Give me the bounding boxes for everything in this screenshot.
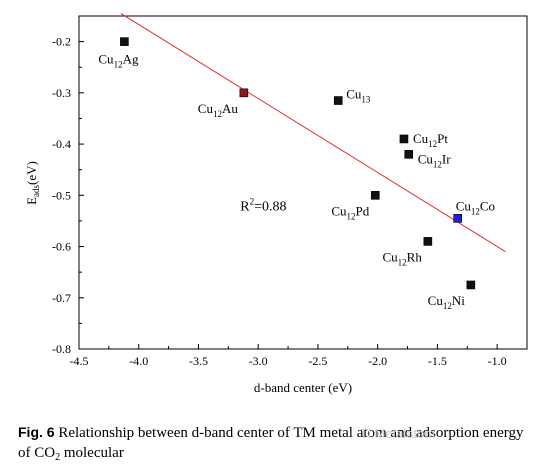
watermark: Tl Metalatom <box>360 426 436 441</box>
point-label-sub: 12 <box>433 159 442 169</box>
point-label-base: Cu <box>331 203 347 218</box>
data-point <box>453 214 463 223</box>
y-axis-title-sub: ads <box>31 184 41 196</box>
point-label-base: Cu <box>456 198 472 213</box>
point-label: Cu12Ni <box>428 293 466 311</box>
point-label: Cu12Ag <box>98 52 139 70</box>
point-label-sub: 13 <box>361 95 371 105</box>
figure-caption: Fig. 6 Relationship between d-band cente… <box>18 422 538 468</box>
point-label-suffix: Ag <box>123 52 139 67</box>
point-label-sub: 12 <box>347 211 356 221</box>
x-tick-label: -1.5 <box>428 354 447 368</box>
point-label: Cu12Ir <box>418 151 452 169</box>
y-tick-label: -0.7 <box>52 291 71 305</box>
point-label-suffix: Co <box>480 198 495 213</box>
plot-border <box>78 15 528 350</box>
data-point <box>399 134 409 144</box>
caption-subscript: 2 <box>55 452 61 463</box>
fit-line-group <box>120 13 506 253</box>
point-label-sub: 12 <box>213 109 222 119</box>
point-label: Cu12Rh <box>382 249 422 267</box>
point-label: Cu12Co <box>456 198 495 216</box>
point-label-suffix: Rh <box>407 249 423 264</box>
x-tick-label: -3.5 <box>189 354 208 368</box>
x-tick-label: -4.5 <box>70 354 89 368</box>
point-label-base: Cu <box>428 293 444 308</box>
data-point <box>120 37 129 46</box>
y-tick-label: -0.2 <box>52 35 71 49</box>
x-tick-label: -2.5 <box>308 354 327 368</box>
y-axis-title-main: E <box>24 197 39 205</box>
point-label-suffix: Ir <box>442 151 451 166</box>
r-squared-sup: 2 <box>250 197 255 207</box>
point-label-suffix: Pd <box>356 203 370 218</box>
point-label-sub: 12 <box>398 257 407 267</box>
x-axis-title: d-band center (eV) <box>254 380 352 395</box>
caption-text-before: Relationship between d-band center of TM… <box>18 425 524 461</box>
point-label-base: Cu <box>98 52 114 67</box>
y-tick-label: -0.5 <box>52 188 71 202</box>
point-label-suffix: Au <box>222 101 238 116</box>
fit-line <box>120 13 506 253</box>
point-label-sub: 12 <box>443 301 452 311</box>
plot-area <box>78 15 528 350</box>
point-label-base: Cu <box>346 87 362 102</box>
point-label: Cu12Au <box>198 101 239 119</box>
data-point <box>333 96 343 105</box>
x-tick-label: -2.0 <box>368 354 387 368</box>
data-point <box>466 280 476 290</box>
point-label-base: Cu <box>198 101 214 116</box>
r-squared-annotation: R2=0.88 <box>240 197 286 215</box>
y-tick-label: -0.8 <box>52 342 71 356</box>
point-label-base: Cu <box>382 249 398 264</box>
point-label-suffix: Ni <box>452 293 465 308</box>
data-point <box>404 150 414 159</box>
y-tick-label: -0.4 <box>52 137 71 151</box>
point-label-sub: 12 <box>114 60 123 70</box>
y-tick-label: -0.6 <box>52 240 71 254</box>
point-label-suffix: Pt <box>437 131 448 146</box>
point-label-sub: 12 <box>471 206 480 216</box>
point-label-base: Cu <box>413 131 429 146</box>
data-point <box>370 191 380 200</box>
x-tick-label: -1.0 <box>488 354 507 368</box>
x-tick-label: -4.0 <box>129 354 148 368</box>
x-tick-label: -3.0 <box>249 354 268 368</box>
y-tick-label: -0.3 <box>52 86 71 100</box>
data-point <box>423 237 433 246</box>
caption-text-after: molecular <box>60 445 124 461</box>
axis-tick-labels: -4.5 -4.0 -3.5 -3.0 -2.5 -2.0 -1.5 -1.0 -0.2 -0.3… <box>52 35 507 368</box>
r-squared-rest: =0.88 <box>254 200 286 215</box>
point-label-sub: 12 <box>428 139 437 149</box>
point-label: Cu12Pt <box>413 131 448 149</box>
point-label-base: Cu <box>418 151 434 166</box>
point-label: Cu13 <box>346 87 371 105</box>
axis-ticks <box>78 15 498 350</box>
y-axis-title-unit: (eV) <box>24 161 39 185</box>
data-point <box>239 88 249 98</box>
caption-lead: Fig. 6 <box>18 424 55 440</box>
scatter-chart: -4.5 -4.0 -3.5 -3.0 -2.5 -2.0 -1.5 -1.0 -0.2 -0.3… <box>24 13 528 395</box>
point-label: Cu12Pd <box>331 203 369 221</box>
r-squared-main: R <box>240 200 250 215</box>
data-points <box>120 37 476 290</box>
y-axis-title: Eads(eV) <box>24 161 41 205</box>
